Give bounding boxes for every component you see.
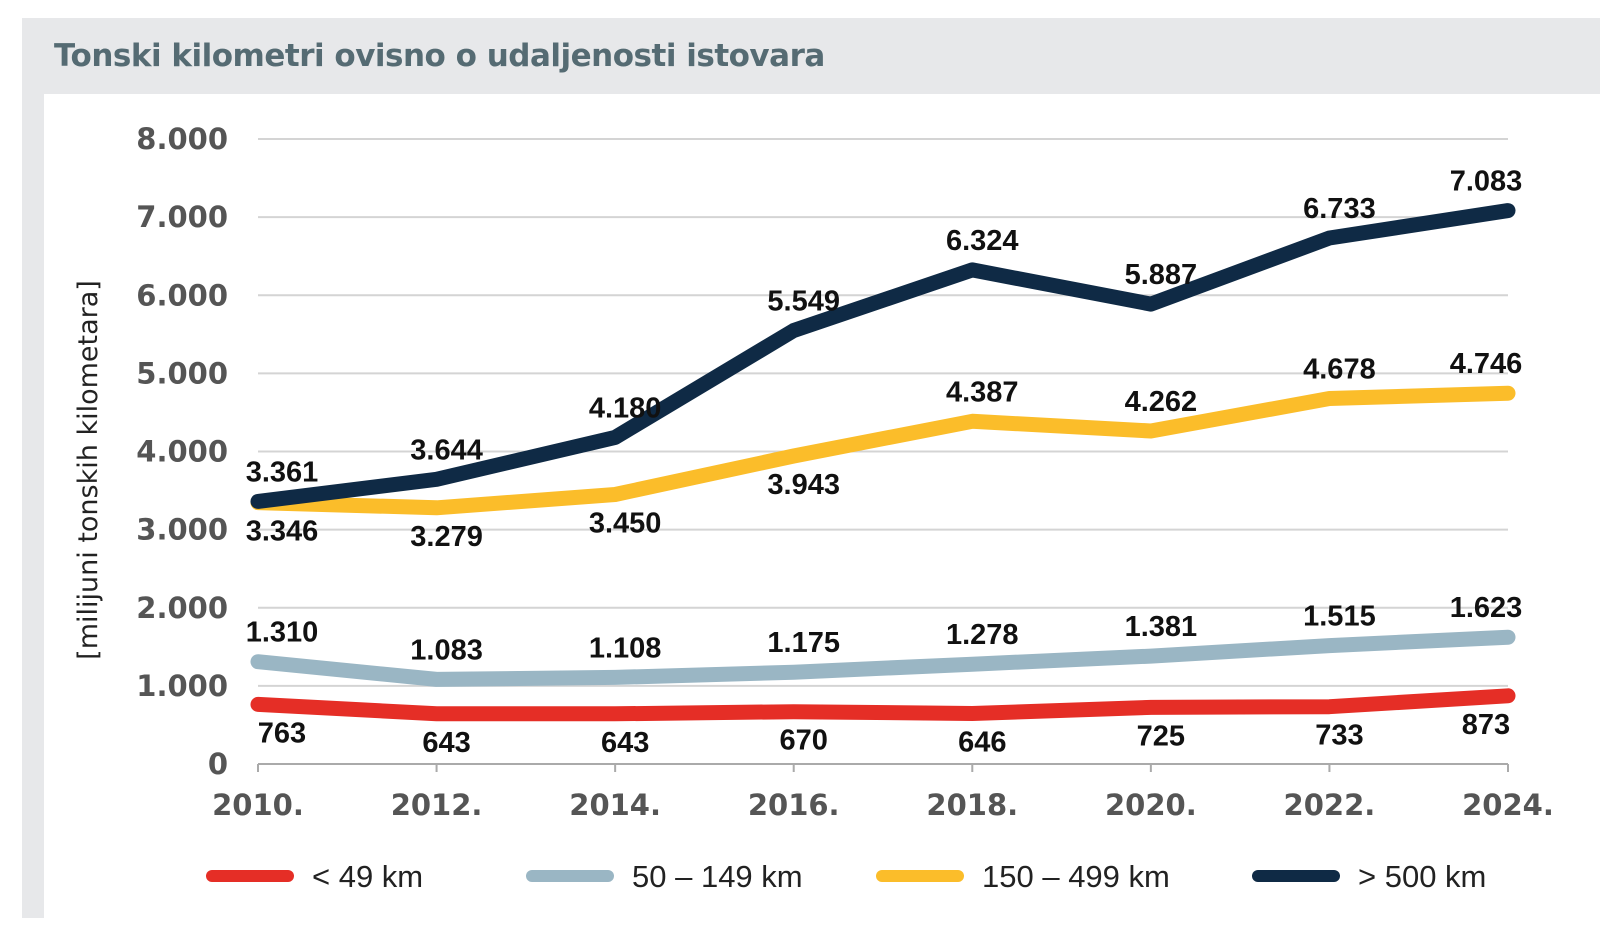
y-tick-label: 3.000 <box>136 513 228 547</box>
data-label: 1.108 <box>589 632 662 664</box>
x-tick-label: 2016. <box>748 788 840 822</box>
series-lines <box>250 203 1516 722</box>
series-line-3 <box>250 385 1516 516</box>
legend-label: > 500 km <box>1358 859 1486 894</box>
data-label: 1.278 <box>946 619 1019 651</box>
data-label: 4.387 <box>946 376 1019 408</box>
x-tick-label: 2024. <box>1462 788 1554 822</box>
data-label: 1.083 <box>410 634 483 666</box>
data-label: 3.943 <box>767 469 840 501</box>
y-tick-label: 5.000 <box>136 356 228 390</box>
data-label: 733 <box>1315 720 1363 752</box>
y-tick-label: 0 <box>208 747 228 781</box>
data-label: 725 <box>1137 720 1185 752</box>
data-labels: 763 643 643 670 646 725 733 873 1.310 1.083 1.108 1… <box>246 166 1523 759</box>
y-tick-label: 7.000 <box>136 200 228 234</box>
x-tick-label: 2020. <box>1105 788 1197 822</box>
data-label: 4.746 <box>1450 348 1523 380</box>
data-label: 1.310 <box>246 617 319 649</box>
legend-label: 150 – 499 km <box>982 859 1170 894</box>
x-axis-ticks: 2010. 2012. 2014. 2016. 2018. 2020. 2022. 2024. <box>212 764 1554 822</box>
data-label: 763 <box>258 717 306 749</box>
y-tick-label: 2.000 <box>136 591 228 625</box>
data-label: 6.324 <box>946 225 1019 257</box>
data-label: 670 <box>780 725 828 757</box>
y-axis-ticks: 0 1.000 2.000 3.000 4.000 5.000 6.000 7.000 8.00… <box>136 122 228 781</box>
chart-title: Tonski kilometri ovisno o udaljenosti is… <box>54 38 825 74</box>
legend-label: < 49 km <box>312 859 423 894</box>
x-tick-label: 2012. <box>391 788 483 822</box>
y-tick-label: 1.000 <box>136 669 228 703</box>
data-label: 3.450 <box>589 507 662 539</box>
legend: < 49 km 50 – 149 km 150 – 499 km > 500 km <box>206 859 1486 894</box>
data-label: 1.623 <box>1450 592 1523 624</box>
y-axis-label: [milijuni tonskih kilometara] <box>73 280 104 660</box>
data-label: 873 <box>1462 709 1510 741</box>
x-tick-label: 2022. <box>1284 788 1376 822</box>
data-label: 5.549 <box>767 285 840 317</box>
data-label: 5.887 <box>1125 259 1198 291</box>
data-label: 4.678 <box>1303 354 1376 386</box>
y-tick-label: 4.000 <box>136 435 228 469</box>
x-tick-label: 2014. <box>569 788 661 822</box>
data-label: 7.083 <box>1450 166 1523 198</box>
series-line-4 <box>250 203 1516 509</box>
data-label: 3.346 <box>246 516 319 548</box>
data-label: 643 <box>422 727 470 759</box>
data-label: 3.361 <box>246 456 319 488</box>
series-line-2 <box>250 629 1516 687</box>
data-label: 1.515 <box>1303 601 1376 633</box>
data-label: 646 <box>958 727 1006 759</box>
x-tick-label: 2018. <box>926 788 1018 822</box>
data-label: 4.262 <box>1125 386 1198 418</box>
data-label: 3.279 <box>410 521 483 553</box>
data-label: 6.733 <box>1303 193 1376 225</box>
x-tick-label: 2010. <box>212 788 304 822</box>
y-tick-label: 8.000 <box>136 122 228 156</box>
data-label: 643 <box>601 727 649 759</box>
y-tick-label: 6.000 <box>136 278 228 312</box>
series-line-1 <box>250 688 1516 722</box>
data-label: 4.180 <box>589 392 662 424</box>
data-label: 1.381 <box>1125 611 1198 643</box>
data-label: 3.644 <box>410 434 483 466</box>
legend-label: 50 – 149 km <box>632 859 803 894</box>
data-label: 1.175 <box>767 627 840 659</box>
